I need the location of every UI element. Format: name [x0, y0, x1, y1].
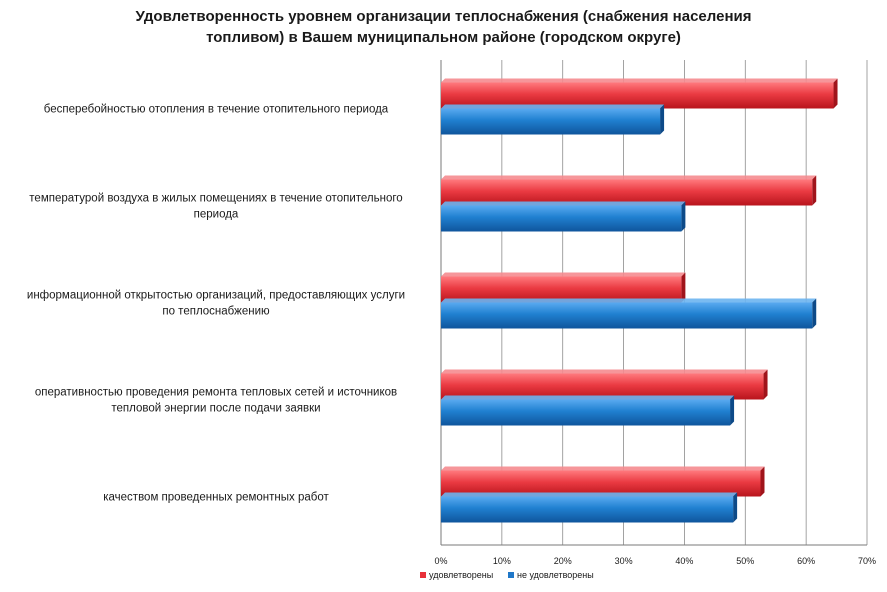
bar-top-face — [441, 466, 765, 471]
x-tick-label: 30% — [615, 556, 633, 566]
x-tick-label: 40% — [675, 556, 693, 566]
bar-top-face — [441, 104, 665, 109]
bar-side-face — [833, 78, 838, 109]
bar-side-face — [733, 492, 738, 523]
chart-title-line-1: Удовлетворенность уровнем организации те… — [135, 8, 752, 25]
bar-satisfied — [441, 179, 813, 206]
bar-side-face — [812, 298, 817, 329]
bar-not-satisfied — [441, 496, 734, 523]
chart-title-line-2: топливом) в Вашем муниципальном районе (… — [206, 29, 681, 46]
legend-label-satisfied: удовлетворены — [429, 570, 493, 580]
bar-top-face — [441, 175, 817, 180]
legend: удовлетворены не удовлетворены — [420, 570, 594, 580]
bar-side-face — [730, 395, 735, 426]
legend-label-not-satisfied: не удовлетворены — [517, 570, 594, 580]
bar-top-face — [441, 272, 686, 277]
x-tick-label: 0% — [434, 556, 447, 566]
bar-satisfied — [441, 276, 682, 303]
bar-satisfied — [441, 373, 764, 400]
legend-swatch-not-satisfied — [508, 572, 514, 578]
x-tick-label: 50% — [736, 556, 754, 566]
bar-not-satisfied — [441, 108, 661, 135]
x-tick-label: 60% — [797, 556, 815, 566]
bar-side-face — [681, 201, 686, 232]
category-label: информационной открытостью организаций, … — [27, 290, 405, 318]
bar-satisfied — [441, 82, 834, 109]
category-label: температурой воздуха в жилых помещениях … — [29, 193, 402, 221]
bar-satisfied — [441, 470, 761, 497]
bar-side-face — [760, 466, 765, 497]
bar-side-face — [660, 104, 665, 135]
bar-top-face — [441, 395, 735, 400]
bar-top-face — [441, 201, 686, 206]
category-label: качеством проведенных ремонтных работ — [103, 492, 329, 504]
bar-side-face — [681, 272, 686, 303]
x-tick-label: 10% — [493, 556, 511, 566]
bar-not-satisfied — [441, 399, 731, 426]
x-axis-ticks: 0% 10% 20% 30% 40% 50% 60% 70% — [434, 556, 876, 566]
category-label: оперативностью проведения ремонта теплов… — [35, 387, 397, 415]
category-labels: бесперебойностью отопления в течение ото… — [27, 104, 405, 504]
chart-title: Удовлетворенность уровнем организации те… — [0, 6, 887, 48]
bar-side-face — [763, 369, 768, 400]
legend-swatch-satisfied — [420, 572, 426, 578]
bars-layer — [441, 78, 838, 523]
bar-top-face — [441, 492, 738, 497]
x-tick-label: 20% — [554, 556, 572, 566]
bar-top-face — [441, 78, 838, 83]
bar-side-face — [812, 175, 817, 206]
bar-top-face — [441, 298, 817, 303]
x-tick-label: 70% — [858, 556, 876, 566]
category-label: бесперебойностью отопления в течение ото… — [44, 104, 389, 116]
bar-not-satisfied — [441, 205, 682, 232]
bar-not-satisfied — [441, 302, 813, 329]
bar-top-face — [441, 369, 768, 374]
